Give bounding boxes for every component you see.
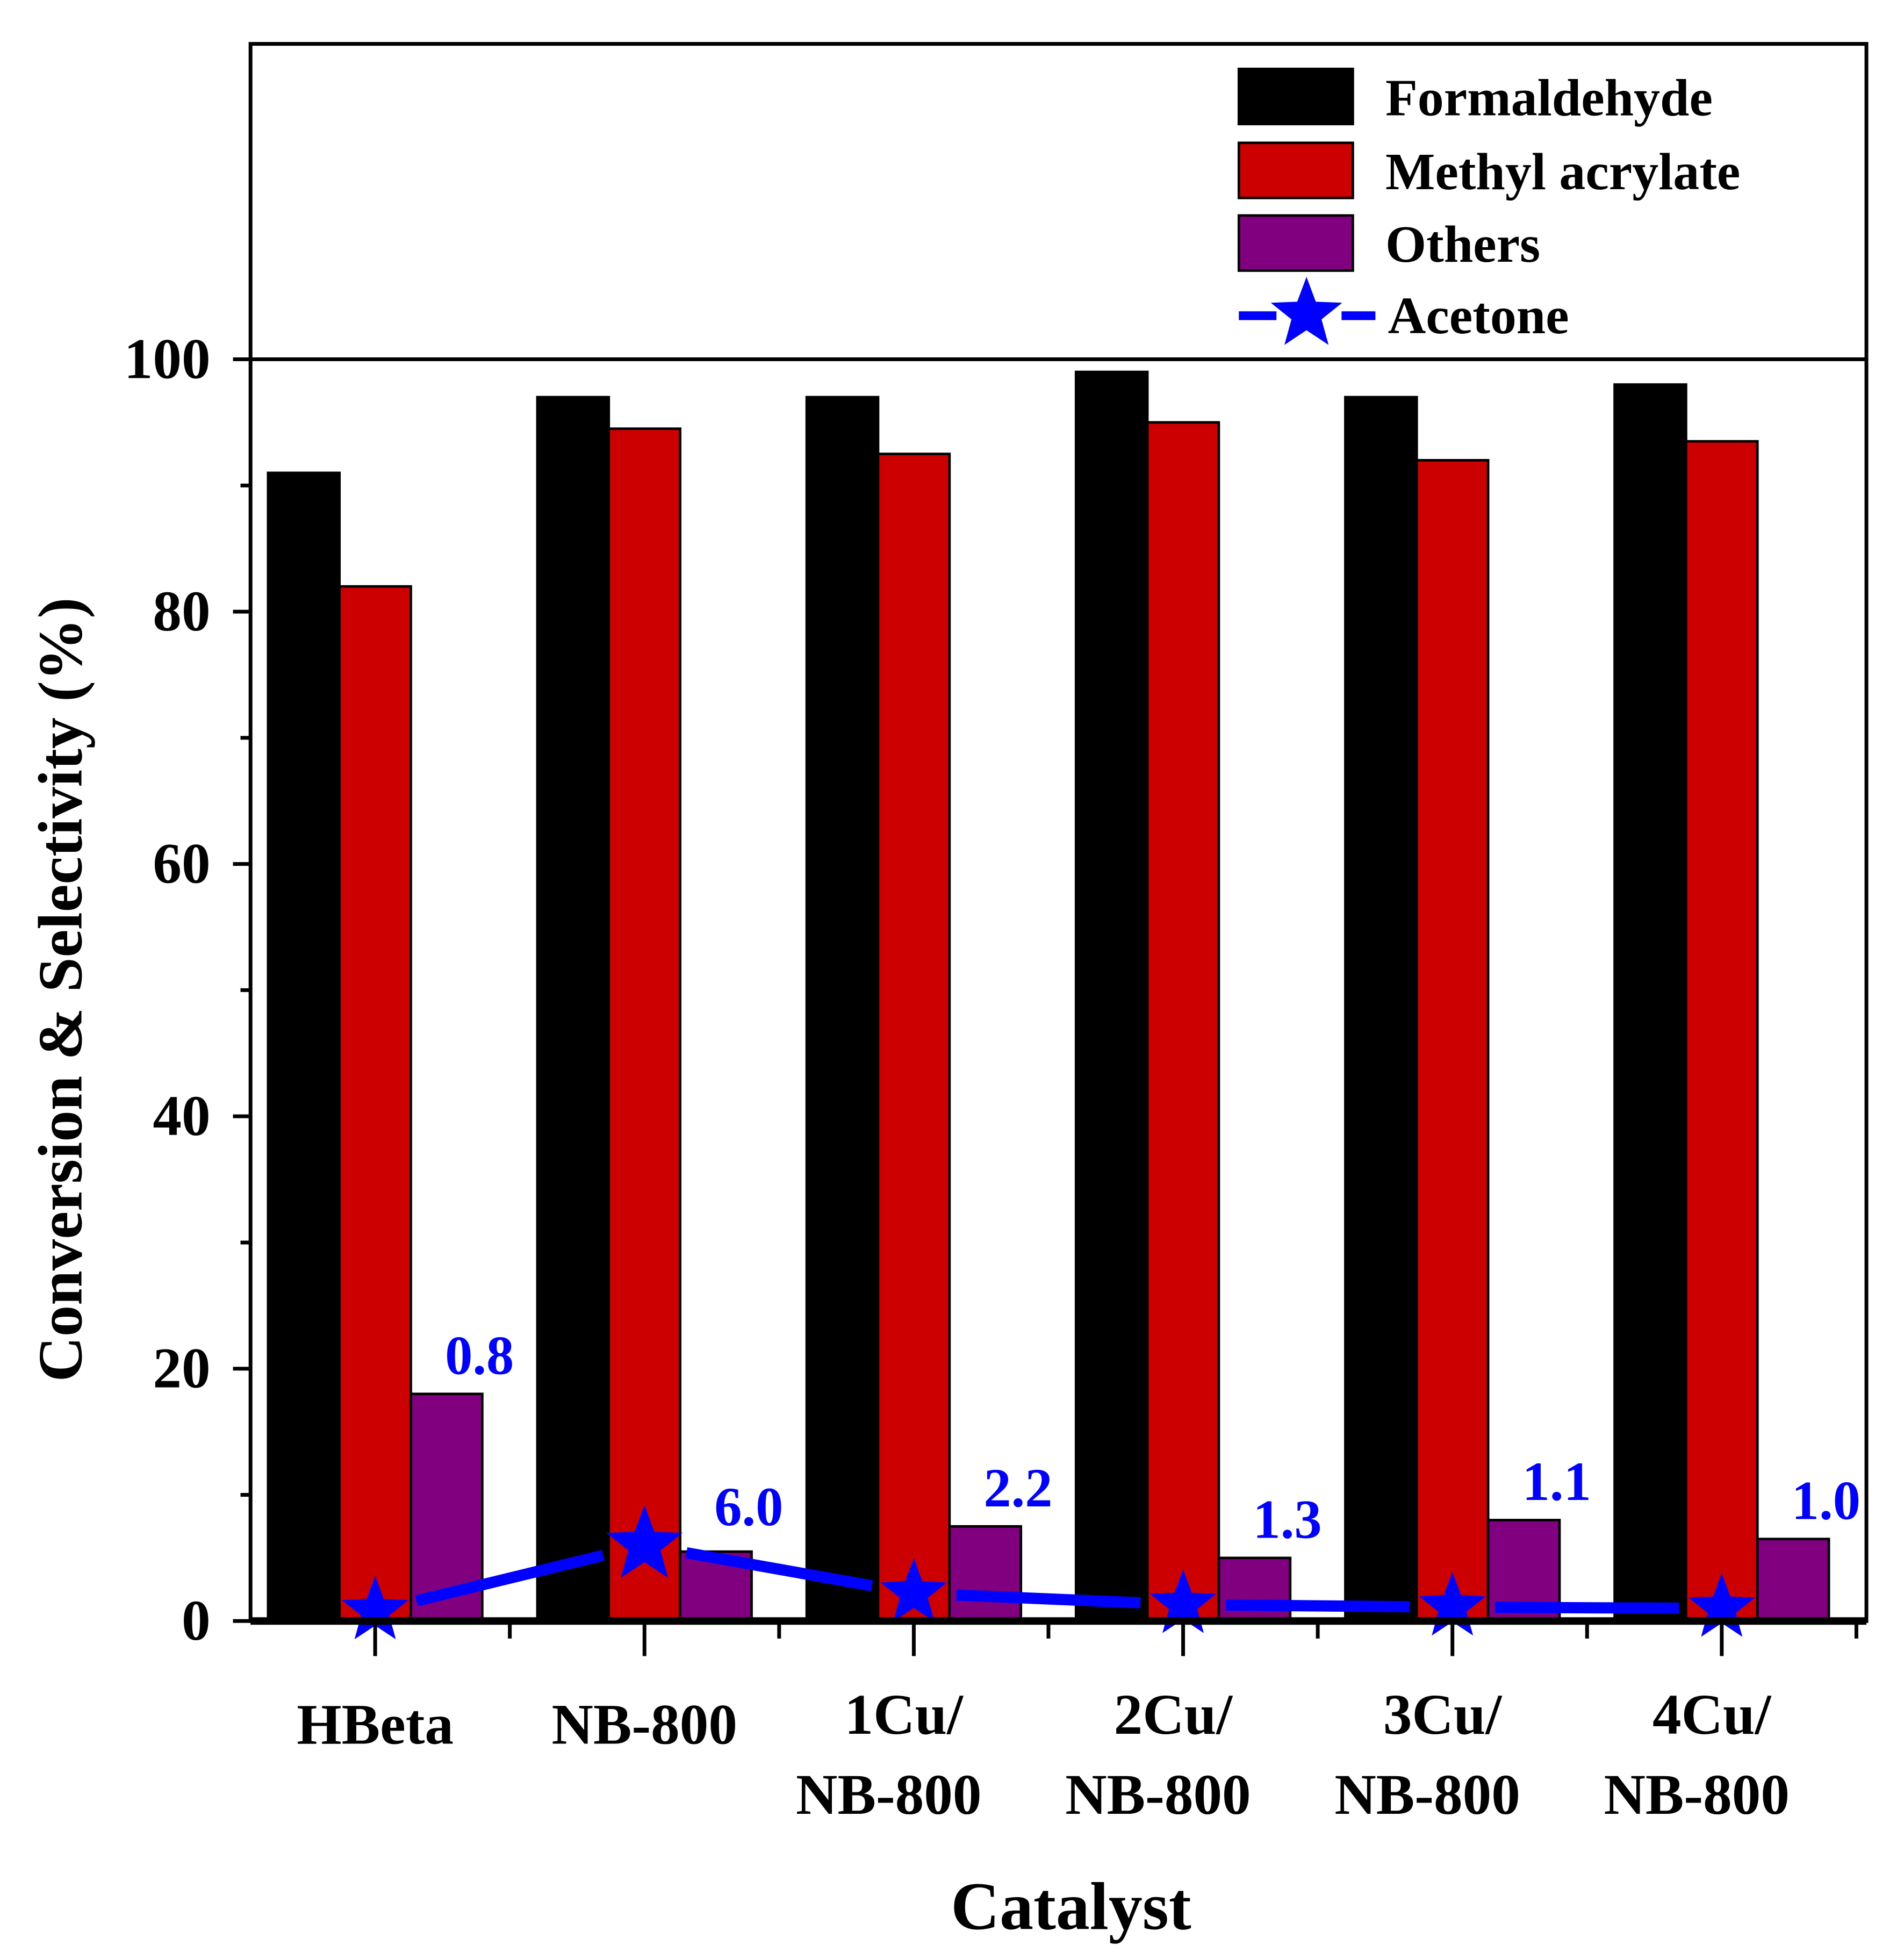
acetone-star-marker [342,1576,409,1640]
x-tick-label: 3Cu/ [1383,1683,1503,1747]
y-tick-label: 80 [153,579,210,643]
x-tick-label: NB-800 [1334,1763,1520,1827]
acetone-line-segment [1225,1599,1410,1613]
y-tick-label: 60 [153,832,210,896]
acetone-data-label: 6.0 [714,1477,783,1538]
legend-label: Formaldehyde [1385,69,1713,127]
legend-star-icon [1270,277,1342,345]
legend-label: Others [1385,216,1540,274]
bar-formaldehyde [1074,370,1149,1622]
acetone-data-label: 1.3 [1253,1490,1322,1550]
acetone-line-segment [685,1547,873,1592]
x-tick-label: NB-800 [1065,1763,1251,1827]
bar-formaldehyde [536,396,610,1622]
bar-others [1756,1538,1830,1622]
bar-methyl-acrylate [607,427,682,1622]
acetone-line-segment [956,1589,1141,1609]
legend-swatch-methyl-acrylate [1237,141,1354,199]
legend-swatch-others [1237,214,1354,272]
bar-methyl-acrylate [338,585,412,1622]
bar-others [948,1525,1023,1622]
acetone-star-marker [1419,1572,1486,1636]
acetone-data-label: 1.0 [1792,1470,1860,1531]
legend-label: Acetone [1388,287,1569,345]
y-axis-label: Conversion & Selectivity (%) [26,598,96,1382]
bar-others [1217,1556,1292,1622]
acetone-data-label: 2.2 [983,1458,1052,1519]
bar-formaldehyde [1613,383,1687,1622]
acetone-star-marker [606,1505,683,1578]
acetone-star-marker [880,1558,947,1622]
bar-methyl-acrylate [876,453,951,1622]
y-tick-label: 0 [182,1589,211,1653]
bar-formaldehyde [1344,396,1418,1622]
acetone-star-marker [1149,1569,1217,1633]
acetone-line-segment [1495,1602,1679,1614]
bar-methyl-acrylate [1685,440,1759,1622]
x-tick-label: HBeta [297,1693,454,1757]
acetone-line-segment [415,1549,605,1606]
y-tick-label: 20 [153,1337,210,1401]
x-tick-label: 2Cu/ [1114,1683,1233,1747]
x-tick-label: NB-800 [1604,1763,1789,1827]
acetone-star-marker [1688,1573,1755,1637]
bar-formaldehyde [805,396,880,1622]
x-tick-label: NB-800 [796,1763,981,1827]
x-axis-label: Catalyst [951,1870,1191,1944]
x-tick-label: 1Cu/ [845,1683,964,1747]
legend-label: Methyl acrylate [1385,143,1740,201]
y-tick-label: 40 [153,1084,210,1148]
x-tick-label: NB-800 [552,1693,737,1757]
x-tick-label: 4Cu/ [1652,1683,1772,1747]
legend-swatch-formaldehyde [1237,67,1354,126]
bar-formaldehyde [267,471,341,1622]
acetone-data-label: 0.8 [445,1325,514,1386]
y-tick-label: 100 [124,327,211,391]
bar-methyl-acrylate [1415,459,1490,1622]
acetone-data-label: 1.1 [1522,1452,1591,1512]
bar-methyl-acrylate [1146,421,1220,1622]
